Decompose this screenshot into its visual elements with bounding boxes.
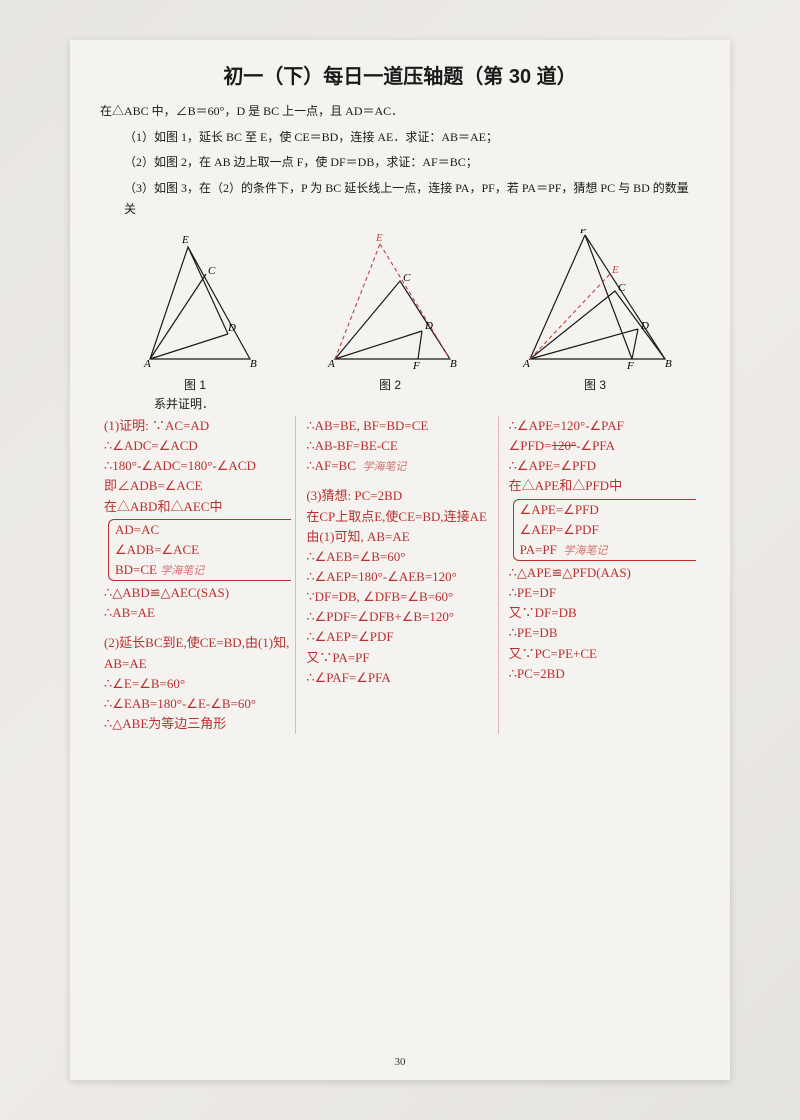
fig2-label: 图 2	[310, 376, 470, 393]
hw-line: ∠PFD=120°-∠PFA	[509, 436, 696, 456]
problem-part2: （2）如图 2，在 AB 边上取一点 F，使 DF＝DB，求证：AF＝BC；	[100, 152, 700, 174]
hw-line: ∴∠AEP=180°-∠AEB=120°	[306, 567, 493, 587]
page-number: 30	[395, 1056, 406, 1068]
hw-line: 在CP上取点E,使CE=BD,连接AE	[306, 507, 493, 527]
svg-text:A: A	[327, 358, 335, 369]
hw-line: ∴PE=DF	[509, 583, 696, 603]
problem-part3: （3）如图 3，在（2）的条件下，P 为 BC 延长线上一点，连接 PA，PF，…	[100, 178, 700, 221]
svg-text:B: B	[450, 358, 457, 369]
svg-text:B: B	[250, 358, 257, 369]
hw-line: BD=CE 学海笔记	[115, 560, 291, 580]
hw-line: ∴△APE≌△PFD(AAS)	[509, 563, 696, 583]
svg-text:E: E	[181, 234, 189, 246]
solution-col-2: ∴AB=BE, BF=BD=CE ∴AB-BF=BE-CE ∴AF=BC 学海笔…	[302, 416, 498, 734]
svg-text:C: C	[208, 265, 216, 277]
hw-line: 在△ABD和△AEC中	[104, 497, 291, 517]
hw-line: ∴∠APE=∠PFD	[509, 456, 696, 476]
hw-line: (1)证明: ∵AC=AD	[104, 416, 291, 436]
hw-line: ∴PC=2BD	[509, 664, 696, 684]
hw-line: ∴AB=BE, BF=BD=CE	[306, 416, 493, 436]
hw-line: (3)猜想: PC=2BD	[306, 486, 493, 506]
figure-1: A B D C E	[120, 229, 270, 369]
hw-line: 在△APE和△PFD中	[509, 476, 696, 496]
hw-line: ∴AB=AE	[104, 603, 291, 623]
hw-line: ∠ADB=∠ACE	[115, 540, 291, 560]
hw-line: PA=PF 学海笔记	[520, 540, 696, 560]
svg-text:E: E	[375, 232, 383, 244]
watermark: 学海笔记	[563, 545, 607, 557]
svg-text:E: E	[611, 264, 619, 276]
hw-line: ∴∠E=∠B=60°	[104, 674, 291, 694]
watermark: 学海笔记	[160, 565, 204, 577]
hw-line: 又∵PC=PE+CE	[509, 644, 696, 664]
hw-line: ∴180°-∠ADC=180°-∠ACD	[104, 456, 291, 476]
hw-line: 又∵PA=PF	[306, 648, 493, 668]
svg-text:C: C	[618, 282, 626, 294]
hw-line: ∴∠AEP=∠PDF	[306, 627, 493, 647]
svg-text:D: D	[640, 320, 649, 332]
hw-line: ∴△ABD≌△AEC(SAS)	[104, 583, 291, 603]
svg-text:A: A	[143, 358, 151, 369]
figure-2: A B F D C E	[310, 229, 470, 369]
svg-text:C: C	[403, 272, 411, 284]
hw-line: ∠AEP=∠PDF	[520, 520, 696, 540]
hw-line: 即∠ADB=∠ACE	[104, 476, 291, 496]
svg-text:F: F	[412, 360, 420, 369]
hw-line: ∴AF=BC 学海笔记	[306, 456, 493, 476]
hw-line: ∴∠PAF=∠PFA	[306, 668, 493, 688]
hw-line: ∴∠APE=120°-∠PAF	[509, 416, 696, 436]
hw-line: AB=AE	[104, 654, 291, 674]
relation-text: 系并证明．	[100, 395, 700, 412]
hw-line: ∴∠PDF=∠DFB+∠B=120°	[306, 607, 493, 627]
hw-line: ∵DF=DB, ∠DFB=∠B=60°	[306, 587, 493, 607]
hw-line: ∴∠ADC=∠ACD	[104, 436, 291, 456]
hw-line: (2)延长BC到E,使CE=BD,由(1)知,	[104, 633, 291, 653]
figures-row: A B D C E 图 1 A B	[100, 229, 700, 393]
problem-intro: 在△ABC 中，∠B＝60°，D 是 BC 上一点，且 AD＝AC．	[100, 101, 700, 123]
svg-text:F: F	[626, 360, 634, 369]
svg-text:A: A	[522, 358, 530, 369]
hw-line: AD=AC	[115, 520, 291, 540]
hw-line: 又∵DF=DB	[509, 603, 696, 623]
problem-part1: （1）如图 1，延长 BC 至 E，使 CE＝BD，连接 AE．求证：AB＝AE…	[100, 127, 700, 149]
hw-line: ∴△ABE为等边三角形	[104, 714, 291, 734]
hw-line: 由(1)可知, AB=AE	[306, 527, 493, 547]
figure-3: A B F D C P E	[510, 229, 680, 369]
svg-text:D: D	[424, 320, 433, 332]
handwriting-area: (1)证明: ∵AC=AD ∴∠ADC=∠ACD ∴180°-∠ADC=180°…	[100, 416, 700, 734]
fig1-label: 图 1	[120, 376, 270, 393]
hw-line: ∴∠AEB=∠B=60°	[306, 547, 493, 567]
watermark: 学海笔记	[362, 461, 406, 473]
svg-text:D: D	[227, 322, 236, 334]
fig3-label: 图 3	[510, 376, 680, 393]
solution-col-3: ∴∠APE=120°-∠PAF ∠PFD=120°-∠PFA ∴∠APE=∠PF…	[505, 416, 700, 734]
page-title: 初一（下）每日一道压轴题（第 30 道）	[100, 60, 700, 89]
hw-line: ∴AB-BF=BE-CE	[306, 436, 493, 456]
solution-col-1: (1)证明: ∵AC=AD ∴∠ADC=∠ACD ∴180°-∠ADC=180°…	[100, 416, 296, 734]
hw-line: ∴PE=DB	[509, 623, 696, 643]
hw-line: ∠APE=∠PFD	[520, 500, 696, 520]
hw-line: ∴∠EAB=180°-∠E-∠B=60°	[104, 694, 291, 714]
svg-text:B: B	[665, 358, 672, 369]
svg-text:P: P	[579, 229, 587, 236]
